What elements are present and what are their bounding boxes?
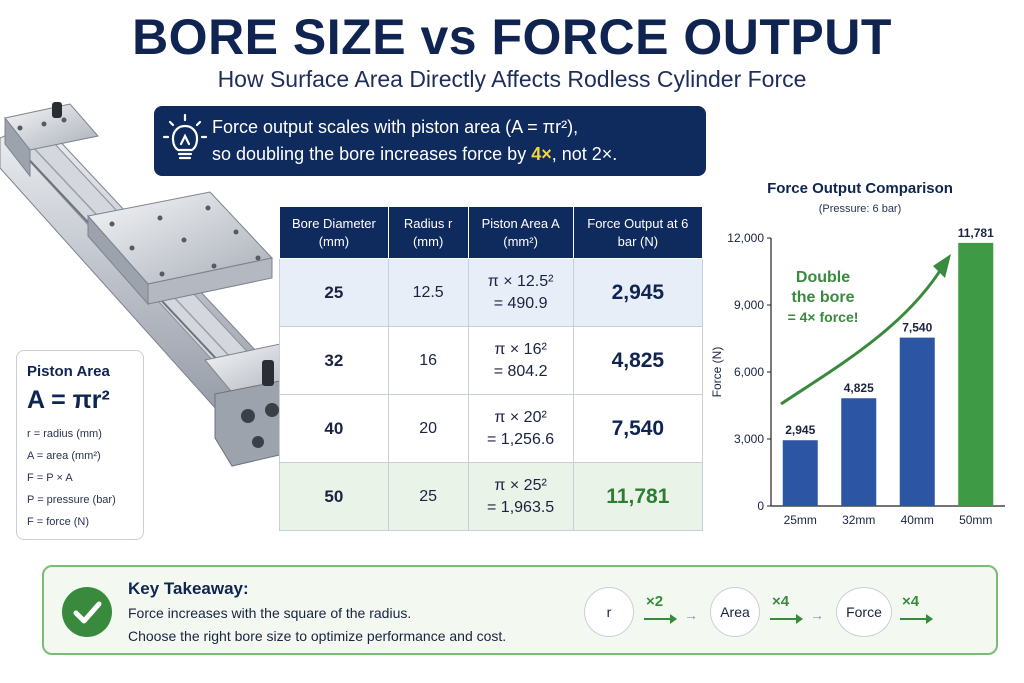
bar-50mm <box>958 242 994 507</box>
force-bar-chart: 0 3,000 6,000 9,000 12,000 Force (N) 2,945 25mm… <box>710 226 1005 527</box>
arrow-right-icon <box>770 614 803 624</box>
area-result: = 490.9 <box>493 294 548 312</box>
x-tick-label: 32mm <box>842 513 875 527</box>
arrow-right-icon <box>900 614 933 624</box>
y-tick-label: 0 <box>757 499 764 513</box>
piston-area-heading: Piston Area <box>27 363 110 380</box>
flow-node-area: Area <box>710 587 760 637</box>
chart-title: Force Output Comparison <box>767 180 953 197</box>
annotation-line: the bore <box>791 289 854 306</box>
cell-radius: 25 <box>387 462 469 531</box>
takeaway-line-1: Force increases with the square of the r… <box>128 605 412 621</box>
scaling-flow: r ×2 → Area ×4 → Force ×4 <box>584 585 984 639</box>
bar-value-label: 4,825 <box>844 381 874 395</box>
lightbulb-icon <box>154 106 212 176</box>
y-tick-label: 9,000 <box>734 298 764 312</box>
banner-highlight: 4× <box>531 144 552 164</box>
takeaway-line-2: Choose the right bore size to optimize p… <box>128 628 507 644</box>
y-tick-label: 12,000 <box>727 231 764 245</box>
annotation-line: Double <box>796 269 850 286</box>
cell-force: 11,781 <box>572 462 704 531</box>
page-title: BORE SIZE vs FORCE OUTPUT <box>132 9 892 65</box>
flow-node-force: Force <box>836 587 892 637</box>
bar-40mm <box>899 337 935 506</box>
chart-subtitle: (Pressure: 6 bar) <box>818 203 902 215</box>
cell-bore: 25 <box>279 258 389 327</box>
table-row: 40 20 π × 20² = 1,256.6 7,540 <box>279 394 704 463</box>
bar-value-label: 2,945 <box>785 423 815 437</box>
cell-area: π × 20² = 1,256.6 <box>467 394 574 463</box>
cell-area: π × 25² = 1,963.5 <box>467 462 574 531</box>
area-formula: π × 25² <box>494 476 547 494</box>
legend-line: F = P × A <box>27 472 73 484</box>
insight-banner: Force output scales with piston area (A … <box>154 106 706 176</box>
bar-value-label: 11,781 <box>958 226 994 240</box>
piston-area-formula: A = πr² <box>27 386 110 414</box>
banner-text: Force output scales with piston area (A … <box>212 114 627 168</box>
x-tick-label: 40mm <box>901 513 934 527</box>
trend-arrowhead <box>933 254 951 278</box>
cell-area: π × 16² = 804.2 <box>467 326 574 395</box>
y-tick-label: 6,000 <box>734 365 764 379</box>
header-bore-diameter: Bore Diameter (mm) <box>279 206 389 259</box>
cell-bore: 40 <box>279 394 389 463</box>
arrow-right-icon: → <box>684 607 698 623</box>
header-radius: Radius r (mm) <box>387 206 469 259</box>
bar-25mm <box>782 440 818 506</box>
area-formula: π × 12.5² <box>487 272 554 290</box>
banner-line-2-post: , not 2×. <box>551 144 618 164</box>
header-force-output: Force Output at 6 bar (N) <box>572 206 704 259</box>
annotation-line: = 4× force! <box>788 309 859 325</box>
key-takeaway-panel: Key Takeaway: Force increases with the s… <box>42 565 998 655</box>
area-formula: π × 16² <box>494 340 547 358</box>
piston-area-card: Piston Area A = πr² r = radius (mm) A = … <box>16 350 144 540</box>
table-header-row: Bore Diameter (mm) Radius r (mm) Piston … <box>279 206 704 259</box>
y-axis-label: Force (N) <box>710 347 724 398</box>
area-formula: π × 20² <box>494 408 547 426</box>
legend-line: F = force (N) <box>27 516 90 528</box>
legend-line: r = radius (mm) <box>27 428 102 440</box>
flow-mult-radius: ×2 <box>646 593 664 610</box>
banner-line-2-pre: so doubling the bore increases force by <box>212 144 532 164</box>
area-result: = 804.2 <box>493 362 548 380</box>
legend-line: A = area (mm²) <box>27 450 101 462</box>
flow-mult-force: ×4 <box>902 593 920 610</box>
arrow-right-icon: → <box>810 607 824 623</box>
header-piston-area: Piston Area A (mm²) <box>467 206 574 259</box>
bar-32mm <box>841 398 877 506</box>
takeaway-title: Key Takeaway: <box>128 579 249 598</box>
cell-radius: 16 <box>387 326 469 395</box>
table-row: 50 25 π × 25² = 1,963.5 11,781 <box>279 462 704 531</box>
area-result: = 1,963.5 <box>487 498 555 516</box>
cell-bore: 50 <box>279 462 389 531</box>
table-row: 32 16 π × 16² = 804.2 4,825 <box>279 326 704 395</box>
checkmark-icon <box>62 587 112 637</box>
trend-arrow <box>780 265 945 406</box>
x-tick-label: 25mm <box>784 513 817 527</box>
bar-value-label: 7,540 <box>902 321 932 335</box>
banner-line-1: Force output scales with piston area (A … <box>212 117 579 137</box>
cell-radius: 12.5 <box>387 258 469 327</box>
rodless-cylinder-illustration <box>0 98 315 473</box>
bore-force-table: Bore Diameter (mm) Radius r (mm) Piston … <box>279 206 704 531</box>
flow-node-radius: r <box>584 587 634 637</box>
area-result: = 1,256.6 <box>487 430 555 448</box>
table-row: 25 12.5 π × 12.5² = 490.9 2,945 <box>279 258 704 327</box>
y-tick-label: 3,000 <box>734 432 764 446</box>
cell-force: 7,540 <box>572 394 704 463</box>
cell-radius: 20 <box>387 394 469 463</box>
banner-line-2: so doubling the bore increases force by … <box>212 141 617 168</box>
cell-area: π × 12.5² = 490.9 <box>467 258 574 327</box>
cell-bore: 32 <box>279 326 389 395</box>
arrow-right-icon <box>644 614 677 624</box>
legend-line: P = pressure (bar) <box>27 494 116 506</box>
cell-force: 2,945 <box>572 258 704 327</box>
flow-mult-area: ×4 <box>772 593 790 610</box>
cell-force: 4,825 <box>572 326 704 395</box>
page-subtitle: How Surface Area Directly Affects Rodles… <box>217 66 807 92</box>
x-tick-label: 50mm <box>959 513 992 527</box>
